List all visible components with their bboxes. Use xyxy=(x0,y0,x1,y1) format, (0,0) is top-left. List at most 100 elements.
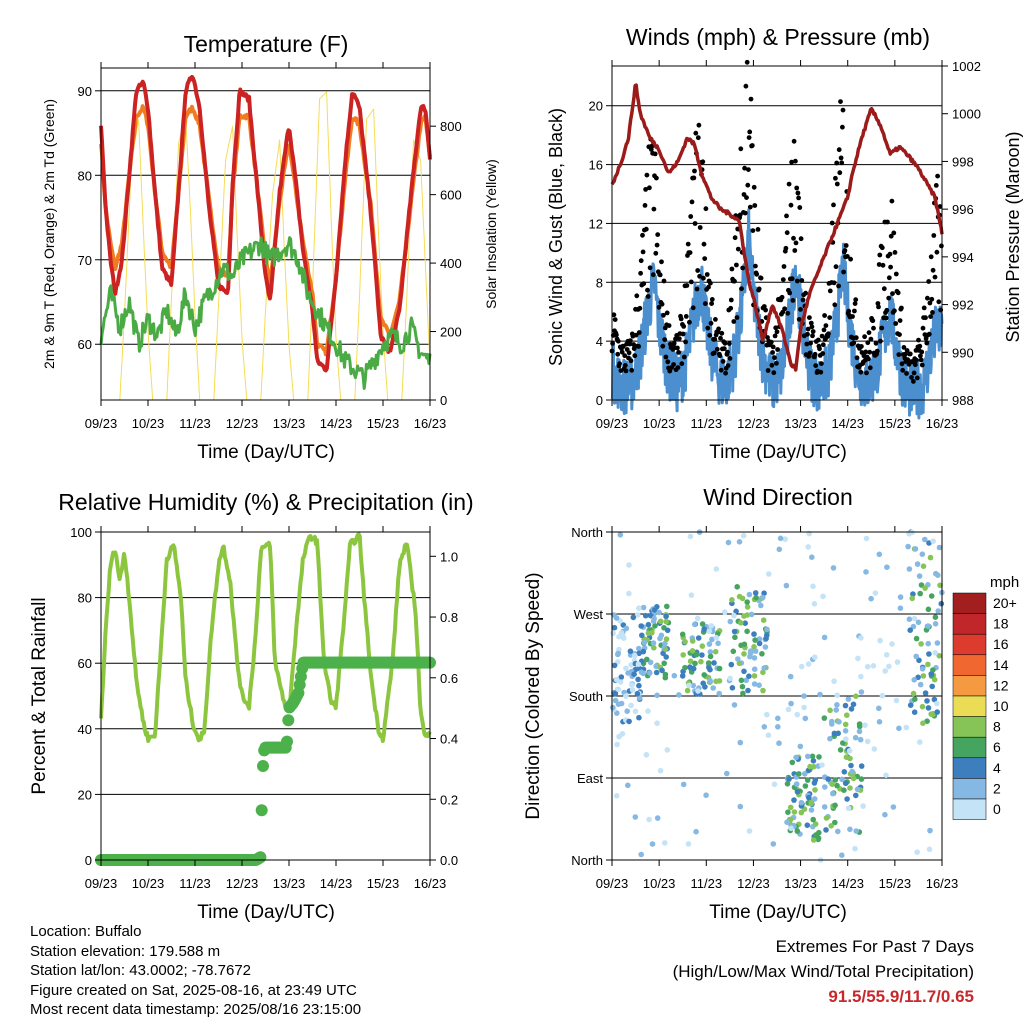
y2-tick-label: 400 xyxy=(440,256,462,271)
gust-point xyxy=(923,336,929,341)
station-latlon: Station lat/lon: 43.0002; -78.7672 xyxy=(30,962,252,979)
direction-point xyxy=(832,819,838,826)
gust-point xyxy=(748,96,754,102)
temp-2m-line xyxy=(99,74,432,373)
gust-point xyxy=(644,172,650,178)
gust-point xyxy=(610,341,615,346)
direction-point xyxy=(906,566,913,572)
gust-point xyxy=(717,353,723,359)
colorbar-label: 4 xyxy=(993,760,1001,776)
direction-point xyxy=(725,539,732,546)
precip-point xyxy=(257,760,269,772)
gust-point xyxy=(889,198,895,204)
direction-point xyxy=(827,707,833,714)
gust-point xyxy=(808,340,813,346)
direction-point xyxy=(764,632,770,638)
direction-point xyxy=(680,652,686,658)
direction-point xyxy=(935,572,941,578)
direction-point xyxy=(925,623,931,629)
x-tick-label: 11/23 xyxy=(179,416,211,431)
direction-point xyxy=(911,677,917,683)
direction-point xyxy=(848,706,855,712)
gust-point xyxy=(728,305,734,311)
direction-point xyxy=(679,631,686,638)
direction-point xyxy=(776,546,783,553)
direction-point xyxy=(679,673,686,679)
gust-point xyxy=(852,308,857,314)
gust-point xyxy=(848,256,853,262)
direction-point xyxy=(811,601,818,607)
gust-point xyxy=(911,379,916,384)
gust-point xyxy=(840,124,845,130)
gust-point xyxy=(817,346,822,352)
direction-point xyxy=(834,702,840,708)
gust-point xyxy=(904,348,910,353)
direction-point xyxy=(812,787,818,793)
direction-point xyxy=(844,712,850,718)
direction-point xyxy=(846,748,853,754)
gust-point xyxy=(939,243,944,249)
x-tick-label: 11/23 xyxy=(690,876,722,891)
gust-point xyxy=(928,254,934,260)
direction-point xyxy=(831,678,837,684)
direction-point xyxy=(852,734,859,741)
y2-tick-label: 600 xyxy=(440,188,462,203)
gust-point xyxy=(853,297,859,303)
direction-point xyxy=(926,540,932,546)
y2-tick-label: 0 xyxy=(440,393,447,408)
direction-point xyxy=(821,715,828,721)
x-tick-label: 16/23 xyxy=(926,416,959,431)
gust-point xyxy=(622,353,628,359)
direction-point xyxy=(623,693,629,699)
direction-point xyxy=(813,832,819,838)
gust-point xyxy=(916,337,921,343)
gust-point xyxy=(707,332,713,338)
direction-point xyxy=(741,668,747,675)
direction-point xyxy=(913,635,920,642)
gust-point xyxy=(675,365,681,370)
gust-point xyxy=(729,266,735,272)
y-tick-label: 0 xyxy=(85,853,92,868)
gust-point xyxy=(640,232,645,238)
direction-point xyxy=(706,664,712,671)
gust-point xyxy=(858,369,864,375)
direction-point xyxy=(852,845,858,852)
x-tick-label: 10/23 xyxy=(132,876,165,891)
direction-point xyxy=(710,685,716,691)
gust-point xyxy=(937,204,943,209)
direction-point xyxy=(613,793,620,799)
gust-point xyxy=(727,356,733,361)
direction-point xyxy=(936,653,943,659)
direction-point xyxy=(850,701,857,708)
extremes-subheading: (High/Low/Max Wind/Total Precipitation) xyxy=(672,962,974,981)
gust-point xyxy=(799,278,805,283)
gust-point xyxy=(918,357,924,363)
colorbar-swatch xyxy=(952,675,987,697)
humidity-y-axis-label: Percent & Total Rainfall xyxy=(29,597,50,794)
x-tick-label: 09/23 xyxy=(596,876,629,891)
gust-point xyxy=(770,344,776,350)
winds-panel: Winds (mph) & Pressure (mb) 0 4 8 12 16 20 09/… xyxy=(546,24,1023,463)
gust-point xyxy=(840,107,846,113)
gust-point xyxy=(641,281,647,287)
direction-point xyxy=(932,614,939,620)
y2-tick-label: 0.0 xyxy=(440,853,458,868)
gust-point xyxy=(904,371,909,376)
gust-point xyxy=(643,226,649,232)
direction-point xyxy=(612,690,618,697)
direction-point xyxy=(741,651,747,657)
direction-point xyxy=(786,776,792,782)
direction-point xyxy=(928,711,934,717)
gust-point xyxy=(747,129,753,135)
gust-point xyxy=(912,362,918,368)
gust-point xyxy=(843,243,849,248)
gust-point xyxy=(870,318,876,324)
wind-direction-x-axis-label: Time (Day/UTC) xyxy=(709,902,847,923)
gust-point xyxy=(666,323,672,328)
direction-point xyxy=(612,697,619,704)
y2-tick-label: 998 xyxy=(952,154,974,169)
gust-point xyxy=(695,135,701,141)
direction-point xyxy=(752,648,759,654)
direction-point xyxy=(699,621,706,627)
gust-point xyxy=(798,236,804,242)
